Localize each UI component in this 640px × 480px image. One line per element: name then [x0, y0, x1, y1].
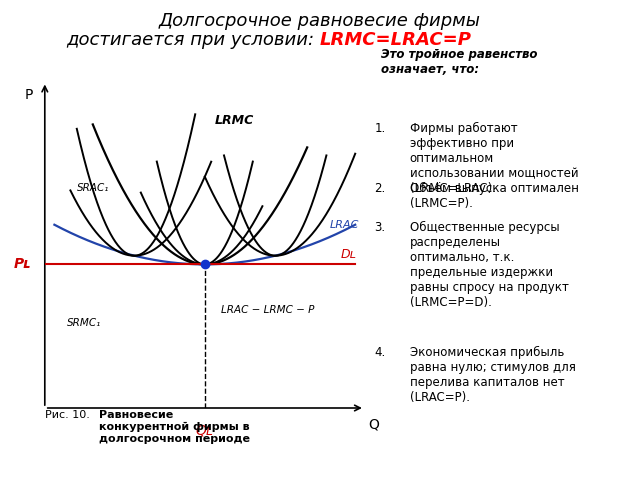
Text: 2.: 2. [374, 182, 386, 195]
Text: Рис. 10.: Рис. 10. [45, 410, 93, 420]
Text: Равновесие
конкурентной фирмы в
долгосрочном периоде: Равновесие конкурентной фирмы в долгосро… [99, 410, 250, 444]
Text: 3.: 3. [374, 221, 385, 234]
Text: Qʟ: Qʟ [196, 424, 214, 438]
Text: Dʟ: Dʟ [341, 248, 357, 261]
Text: Объём выпуска оптимален
(LRMC=P).: Объём выпуска оптимален (LRMC=P). [410, 182, 579, 211]
Text: Фирмы работают
эффективно при
оптимальном
использовании мощностей
(LRMC=LRAC).: Фирмы работают эффективно при оптимально… [410, 122, 578, 195]
Text: Общественные ресурсы
распределены
оптимально, т.к.
предельные издержки
равны спр: Общественные ресурсы распределены оптима… [410, 221, 568, 309]
Text: Долгосрочное равновесие фирмы: Долгосрочное равновесие фирмы [159, 12, 481, 30]
Text: LRMC=LRAC=P: LRMC=LRAC=P [320, 31, 472, 49]
Text: Q: Q [368, 417, 379, 432]
Text: Это тройное равенство
означает, что:: Это тройное равенство означает, что: [381, 48, 538, 76]
Text: 4.: 4. [374, 346, 386, 359]
Text: LRAC − LRMC − P: LRAC − LRMC − P [221, 305, 314, 315]
Text: 1.: 1. [374, 122, 386, 135]
Text: SRMC₁: SRMC₁ [67, 318, 102, 328]
Text: LRAC: LRAC [330, 220, 359, 230]
Text: P: P [24, 88, 33, 102]
Text: Pʟ: Pʟ [13, 257, 31, 271]
Text: достигается при условии:: достигается при условии: [66, 31, 320, 49]
Text: SRAC₁: SRAC₁ [77, 183, 109, 193]
Text: LRMC: LRMC [214, 114, 253, 127]
Text: Экономическая прибыль
равна нулю; стимулов для
перелива капиталов нет
(LRAC=P).: Экономическая прибыль равна нулю; стимул… [410, 346, 575, 404]
